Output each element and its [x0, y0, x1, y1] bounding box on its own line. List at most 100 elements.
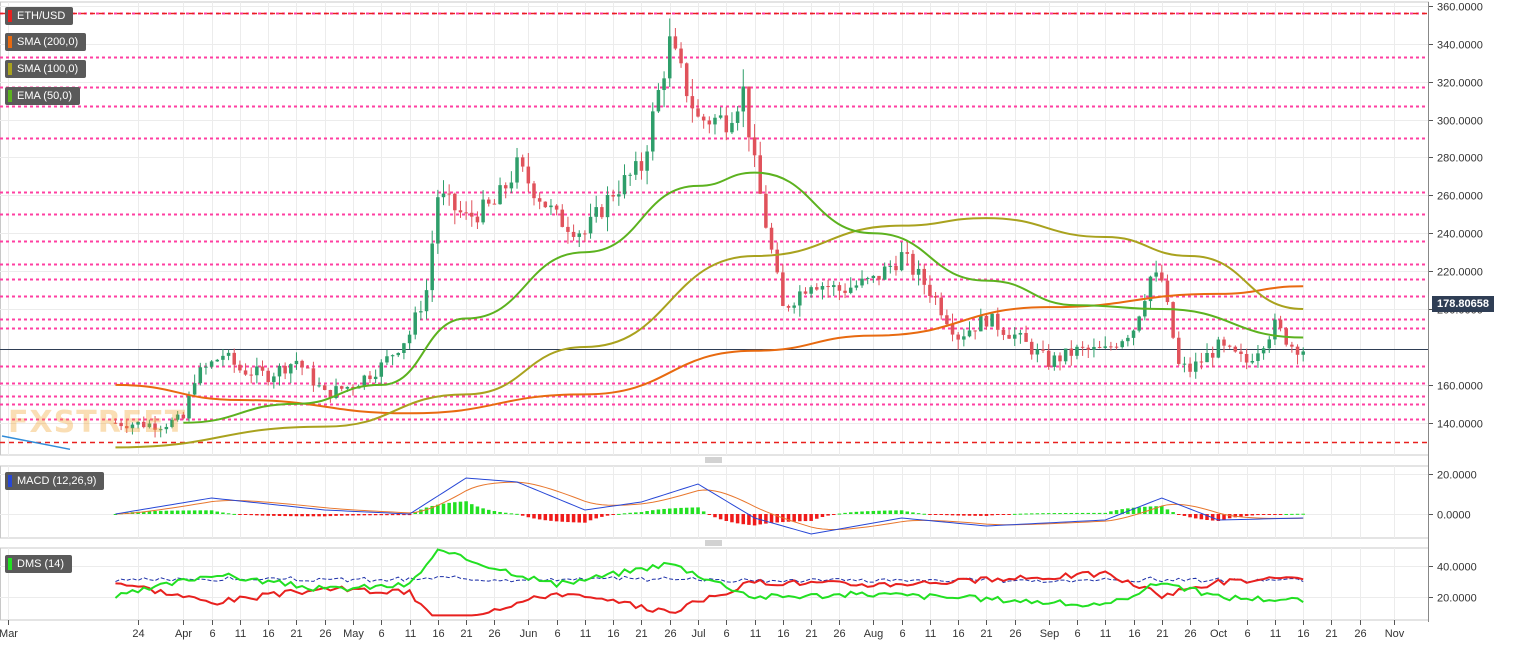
- candle-up: [430, 243, 434, 291]
- candle-up: [373, 376, 378, 380]
- macd-hist-pos: [453, 502, 457, 514]
- macd-hist-pos: [141, 511, 146, 514]
- legend-sma100[interactable]: SMA (100,0): [5, 60, 87, 78]
- macd-hist-neg: [928, 514, 932, 515]
- candle-down: [249, 374, 253, 376]
- macd-hist-pos: [1052, 513, 1057, 515]
- x-tick-label: 21: [460, 628, 472, 640]
- x-tick-label: Aug: [864, 628, 884, 640]
- candle-up: [848, 287, 853, 293]
- macd-hist-neg: [962, 514, 966, 516]
- candle-down: [453, 193, 457, 211]
- candle-up: [226, 352, 231, 356]
- candle-down: [1171, 302, 1175, 338]
- x-tick-label: 21: [635, 628, 647, 640]
- legend-dms[interactable]: DMS (14): [5, 555, 73, 573]
- macd-hist-neg: [820, 514, 825, 518]
- candle-down: [1199, 361, 1204, 363]
- candle-up: [424, 290, 429, 312]
- candle-up: [158, 429, 163, 431]
- macd-hist-neg: [520, 514, 525, 516]
- legend-label: ETH/USD: [17, 10, 66, 22]
- x-tick-label: 16: [1297, 628, 1309, 640]
- candle-down: [1029, 341, 1034, 355]
- macd-hist-pos: [215, 511, 220, 514]
- x-tick-label: 6: [378, 628, 384, 640]
- candle-up: [1012, 334, 1017, 339]
- candle-up: [1092, 346, 1096, 350]
- candle-down: [1114, 346, 1119, 348]
- x-tick-label: 11: [1270, 628, 1281, 640]
- legend-swatch: [8, 475, 12, 487]
- macd-hist-neg: [537, 514, 542, 520]
- candle-up: [345, 386, 350, 389]
- x-tick-label: 26: [319, 628, 331, 640]
- candle-down: [922, 268, 927, 285]
- candle-down: [571, 231, 576, 237]
- legend-ethusd[interactable]: ETH/USD: [5, 7, 74, 25]
- macd-hist-neg: [950, 514, 955, 516]
- macd-hist-pos: [662, 508, 666, 514]
- macd-hist-pos: [617, 513, 621, 515]
- candle-down: [475, 216, 480, 223]
- x-tick-label: 6: [723, 628, 729, 640]
- candle-up: [136, 421, 140, 425]
- macd-hist-neg: [566, 514, 570, 523]
- x-tick-label: 21: [980, 628, 992, 640]
- macd-hist-neg: [752, 514, 757, 526]
- candle-down: [328, 389, 333, 399]
- macd-hist-neg: [1222, 514, 1226, 520]
- macd-hist-pos: [209, 510, 214, 514]
- candle-down: [1007, 334, 1011, 339]
- candle-up: [441, 193, 446, 198]
- macd-hist-pos: [486, 509, 491, 514]
- macd-hist-neg: [351, 514, 355, 516]
- macd-hist-neg: [967, 514, 972, 516]
- legend-ema50[interactable]: EMA (50,0): [5, 87, 81, 105]
- macd-hist-neg: [792, 514, 796, 522]
- candle-down: [238, 364, 242, 371]
- candle-up: [651, 111, 655, 152]
- macd-hist-neg: [407, 514, 412, 516]
- candle-up: [1250, 360, 1255, 363]
- candle-up: [605, 194, 610, 218]
- candle-up: [192, 383, 197, 395]
- macd-hist-neg: [1177, 514, 1181, 515]
- macd-hist-neg: [1278, 514, 1283, 515]
- macd-hist-neg: [328, 514, 333, 517]
- macd-hist-neg: [390, 514, 395, 516]
- legend-macd[interactable]: MACD (12,26,9): [5, 472, 105, 490]
- candle-down: [260, 366, 265, 371]
- fxstreet-watermark: FXSTREET: [8, 405, 187, 440]
- macd-hist-neg: [373, 514, 378, 516]
- candle-down: [537, 198, 542, 202]
- macd-hist-neg: [345, 514, 350, 516]
- candle-down: [470, 212, 474, 217]
- macd-hist-neg: [396, 514, 401, 516]
- macd-hist-neg: [526, 514, 531, 518]
- macd-hist-pos: [1063, 512, 1068, 514]
- macd-hist-neg: [571, 514, 576, 523]
- macd-hist-pos: [424, 507, 429, 514]
- macd-hist-neg: [339, 514, 344, 516]
- macd-hist-pos: [894, 510, 898, 514]
- candle-down: [266, 370, 270, 383]
- candle-up: [187, 394, 191, 419]
- candle-up: [204, 366, 208, 368]
- candle-down: [1080, 346, 1085, 348]
- macd-hist-neg: [747, 514, 751, 525]
- candle-up: [634, 161, 638, 175]
- macd-hist-pos: [470, 504, 474, 514]
- x-tick-label: 11: [580, 628, 591, 640]
- candle-up: [1018, 332, 1023, 335]
- macd-hist-pos: [1097, 512, 1102, 514]
- legend-sma200[interactable]: SMA (200,0): [5, 33, 87, 51]
- x-tick-label: Jul: [691, 628, 705, 640]
- macd-hist-pos: [843, 512, 847, 514]
- candle-up: [385, 356, 389, 363]
- candle-up: [617, 194, 621, 197]
- legend-swatch: [8, 10, 12, 22]
- macd-hist-neg: [939, 514, 943, 515]
- candle-down: [611, 194, 615, 197]
